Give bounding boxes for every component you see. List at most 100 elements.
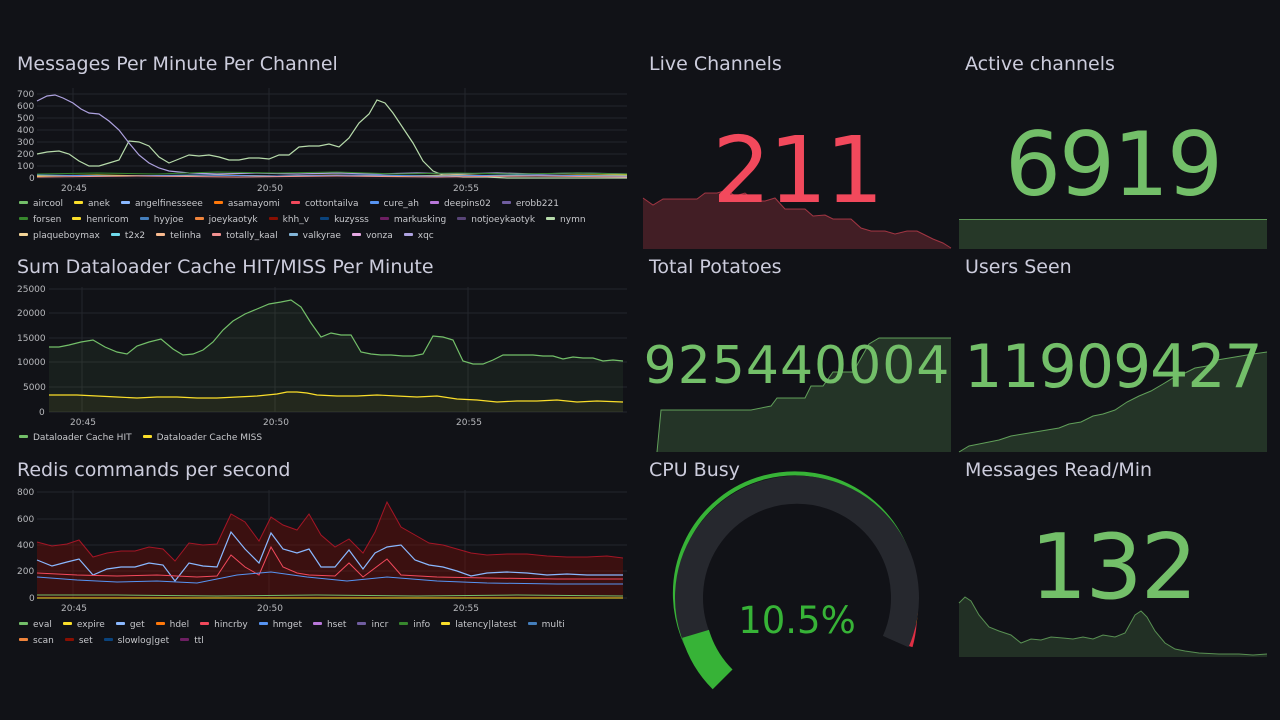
- legend-label: deepins02: [443, 199, 491, 209]
- y-tick: 600: [17, 102, 34, 112]
- panel-title: Sum Dataloader Cache HIT/MISS Per Minute: [17, 256, 434, 278]
- legend-item[interactable]: forsen: [19, 212, 61, 228]
- legend-label: vonza: [365, 231, 393, 241]
- legend-swatch: [142, 435, 152, 438]
- series-fill-miss: [49, 392, 623, 412]
- legend-item[interactable]: t2x2: [110, 228, 145, 244]
- panel-title: Total Potatoes: [649, 256, 782, 278]
- legend-item[interactable]: hdel: [155, 617, 189, 633]
- series-forsen: [36, 171, 628, 175]
- x-tick: 20:55: [456, 418, 482, 428]
- stat-value: 132: [1030, 515, 1198, 620]
- legend-item[interactable]: nymn: [546, 212, 586, 228]
- legend-item[interactable]: erobb221: [501, 196, 559, 212]
- stat-value: 211: [712, 117, 884, 224]
- legend-swatch: [19, 622, 28, 625]
- legend-item[interactable]: hyyjoe: [139, 212, 184, 228]
- legend-swatch: [527, 622, 537, 625]
- messages-chart[interactable]: 700 600 500 400 300 200 100 0 20:45 20:5…: [17, 83, 629, 228]
- grid: [37, 88, 627, 179]
- stat-value: 925440004: [643, 336, 951, 396]
- legend-item[interactable]: cottontailva: [290, 196, 359, 212]
- legend-item[interactable]: scan: [19, 633, 54, 649]
- redis-chart[interactable]: 800 600 400 200 0 20:45 20:50 20:55: [17, 487, 629, 637]
- legend-label: khh_v: [282, 215, 310, 225]
- y-tick: 400: [17, 541, 34, 551]
- legend-swatch: [369, 201, 379, 204]
- legend-swatch: [357, 622, 367, 625]
- legend-item[interactable]: ttl: [180, 633, 204, 649]
- y-tick: 400: [17, 126, 34, 136]
- legend-label: hmget: [272, 620, 302, 630]
- chart-legend: aircool anek angelfinesseee asamayomi cotton…: [19, 196, 619, 244]
- legend-swatch: [379, 217, 389, 220]
- legend-swatch: [399, 622, 409, 625]
- legend-label: aircool: [33, 199, 63, 209]
- legend-item[interactable]: totally_kaal: [212, 228, 278, 244]
- legend-label: angelfinesseee: [134, 199, 203, 209]
- legend-swatch: [72, 217, 82, 220]
- legend-item[interactable]: hset: [312, 617, 346, 633]
- panel-title: Messages Per Minute Per Channel: [17, 53, 338, 75]
- legend-item[interactable]: incr: [357, 617, 388, 633]
- legend-item[interactable]: anek: [73, 196, 110, 212]
- legend-item[interactable]: cure_ah: [369, 196, 419, 212]
- legend-label: incr: [371, 620, 389, 630]
- legend-item[interactable]: get: [115, 617, 145, 633]
- legend-item[interactable]: plaqueboymax: [19, 228, 100, 244]
- legend-swatch: [64, 638, 74, 641]
- y-tick: 100: [17, 162, 34, 172]
- legend-item[interactable]: angelfinesseee: [120, 196, 203, 212]
- stat-value: 6919: [1005, 113, 1223, 216]
- legend-item[interactable]: asamayomi: [213, 196, 280, 212]
- legend-item[interactable]: latency|latest: [441, 617, 517, 633]
- legend-item[interactable]: hmget: [258, 617, 302, 633]
- x-tick: 20:50: [257, 604, 283, 614]
- legend-item[interactable]: multi: [527, 617, 565, 633]
- x-axis-ticks: 20:45 20:50 20:55: [61, 604, 479, 614]
- legend-item[interactable]: markusking: [379, 212, 446, 228]
- y-tick: 200: [17, 567, 34, 577]
- y-tick: 300: [17, 138, 34, 148]
- legend-item[interactable]: expire: [62, 617, 105, 633]
- y-axis-ticks: 700 600 500 400 300 200 100 0: [17, 90, 35, 184]
- legend-swatch: [213, 201, 223, 204]
- legend-swatch: [73, 201, 83, 204]
- panel-title: Live Channels: [649, 53, 782, 75]
- legend-item[interactable]: Dataloader Cache HIT: [19, 430, 132, 446]
- gauge-value-arc: [682, 629, 733, 690]
- legend-swatch: [194, 217, 204, 220]
- legend-item[interactable]: hincrby: [200, 617, 248, 633]
- series-totally_kaal: [36, 175, 628, 178]
- legend-item[interactable]: joeykaotyk: [194, 212, 258, 228]
- legend-item[interactable]: Dataloader Cache MISS: [142, 430, 262, 446]
- legend-item[interactable]: telinha: [156, 228, 201, 244]
- y-axis-ticks: 800 600 400 200 0: [17, 488, 35, 604]
- legend-item[interactable]: khh_v: [268, 212, 310, 228]
- legend-item[interactable]: henricom: [72, 212, 129, 228]
- chart-legend: eval expire get hdel hincrby hmget hset incr inf…: [19, 617, 619, 649]
- x-tick: 20:45: [61, 184, 87, 194]
- legend-item[interactable]: notjoeykaotyk: [457, 212, 535, 228]
- messages-read-sparkline: [958, 596, 1268, 657]
- legend-item[interactable]: set: [64, 633, 93, 649]
- series-nymn: [36, 99, 627, 179]
- legend-item[interactable]: vonza: [351, 228, 393, 244]
- legend-item[interactable]: kuzysss: [320, 212, 369, 228]
- legend-label: plaqueboymax: [33, 231, 100, 241]
- users-seen-sparkline: [958, 351, 1268, 453]
- legend-item[interactable]: aircool: [19, 196, 63, 212]
- y-tick: 800: [17, 488, 34, 498]
- legend-item[interactable]: xqc: [403, 228, 434, 244]
- cache-chart[interactable]: 25000 20000 15000 10000 5000 0 20:45 20:…: [17, 284, 629, 434]
- legend-item[interactable]: valkyrae: [288, 228, 341, 244]
- legend-swatch: [546, 217, 556, 220]
- legend-item[interactable]: eval: [19, 617, 52, 633]
- legend-item[interactable]: deepins02: [429, 196, 491, 212]
- legend-swatch: [110, 233, 120, 236]
- stat-value: 11909427: [964, 332, 1262, 402]
- legend-item[interactable]: info: [399, 617, 430, 633]
- legend-item[interactable]: slowlog|get: [103, 633, 169, 649]
- legend-swatch: [180, 638, 190, 641]
- legend-swatch: [62, 622, 72, 625]
